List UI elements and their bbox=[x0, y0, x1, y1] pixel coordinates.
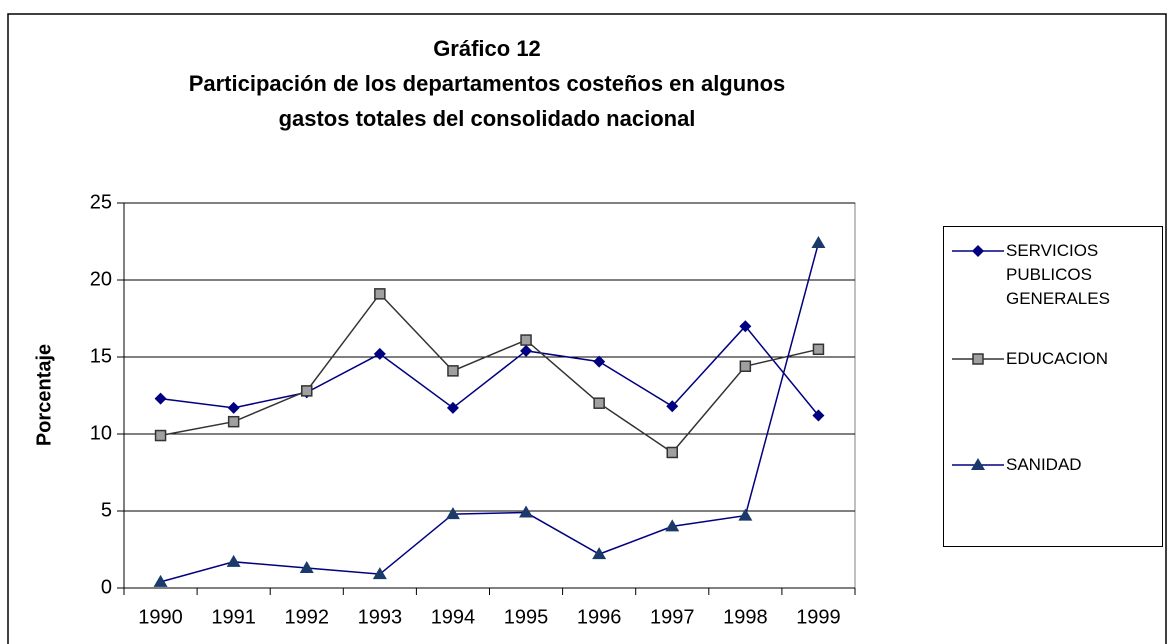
x-tick-label: 1991 bbox=[211, 606, 256, 628]
marker bbox=[812, 343, 825, 356]
marker bbox=[372, 567, 387, 580]
legend-label: SANIDAD bbox=[1006, 455, 1082, 474]
marker bbox=[972, 353, 984, 365]
marker bbox=[666, 446, 678, 459]
marker bbox=[447, 365, 459, 377]
x-tick-label: 1999 bbox=[796, 606, 841, 628]
marker bbox=[374, 288, 386, 300]
marker bbox=[666, 400, 679, 413]
marker bbox=[227, 401, 240, 414]
chart-title: gastos totales del consolidado nacional bbox=[279, 106, 696, 131]
series-line bbox=[160, 242, 820, 583]
marker bbox=[519, 505, 534, 518]
x-tick-label: 1992 bbox=[285, 606, 330, 628]
y-axis-label: Porcentaje bbox=[33, 344, 55, 446]
y-tick-label: 20 bbox=[90, 268, 112, 290]
marker bbox=[301, 385, 313, 397]
y-tick-label: 5 bbox=[101, 499, 112, 521]
series-line bbox=[160, 292, 819, 454]
marker bbox=[445, 507, 460, 520]
x-tick-label: 1995 bbox=[504, 606, 549, 628]
marker bbox=[299, 560, 314, 573]
x-tick-label: 1998 bbox=[723, 606, 768, 628]
x-tick-label: 1997 bbox=[650, 606, 695, 628]
chart-border bbox=[7, 13, 1167, 644]
marker bbox=[592, 547, 607, 560]
marker bbox=[446, 401, 459, 414]
x-tick-label: 1994 bbox=[431, 606, 476, 628]
marker bbox=[226, 554, 241, 567]
chart-title: Participación de los departamentos coste… bbox=[189, 71, 786, 96]
legend-label: EDUCACION bbox=[1006, 349, 1109, 368]
series-line bbox=[160, 325, 820, 416]
marker bbox=[665, 519, 680, 532]
marker bbox=[971, 458, 985, 470]
marker bbox=[520, 334, 532, 346]
chart-title: Gráfico 12 bbox=[433, 36, 541, 61]
marker bbox=[227, 415, 240, 428]
marker bbox=[739, 320, 752, 333]
marker bbox=[738, 508, 753, 521]
legend: SERVICIOS PUBLICOS GENERALES EDUCACION SAN… bbox=[943, 226, 1163, 547]
marker bbox=[154, 392, 167, 405]
plot-area bbox=[123, 202, 856, 589]
y-tick-label: 0 bbox=[101, 576, 112, 598]
marker bbox=[739, 360, 752, 372]
marker bbox=[972, 245, 984, 257]
marker bbox=[812, 409, 825, 422]
marker bbox=[520, 344, 533, 357]
x-tick-label: 1990 bbox=[138, 606, 183, 628]
marker bbox=[153, 574, 168, 587]
y-tick-label: 25 bbox=[90, 191, 112, 213]
marker bbox=[811, 236, 826, 249]
legend-icon bbox=[952, 245, 1004, 257]
marker bbox=[593, 397, 605, 409]
marker bbox=[154, 429, 167, 442]
x-tick-label: 1993 bbox=[358, 606, 403, 628]
marker bbox=[373, 347, 386, 360]
y-tick-label: 15 bbox=[90, 345, 112, 367]
y-tick-label: 10 bbox=[90, 422, 112, 444]
legend-icon bbox=[952, 458, 1004, 470]
legend-label: SERVICIOS PUBLICOS GENERALES bbox=[1006, 241, 1110, 308]
legend-icon bbox=[952, 353, 1004, 365]
x-tick-label: 1996 bbox=[577, 606, 622, 628]
marker bbox=[593, 355, 606, 368]
